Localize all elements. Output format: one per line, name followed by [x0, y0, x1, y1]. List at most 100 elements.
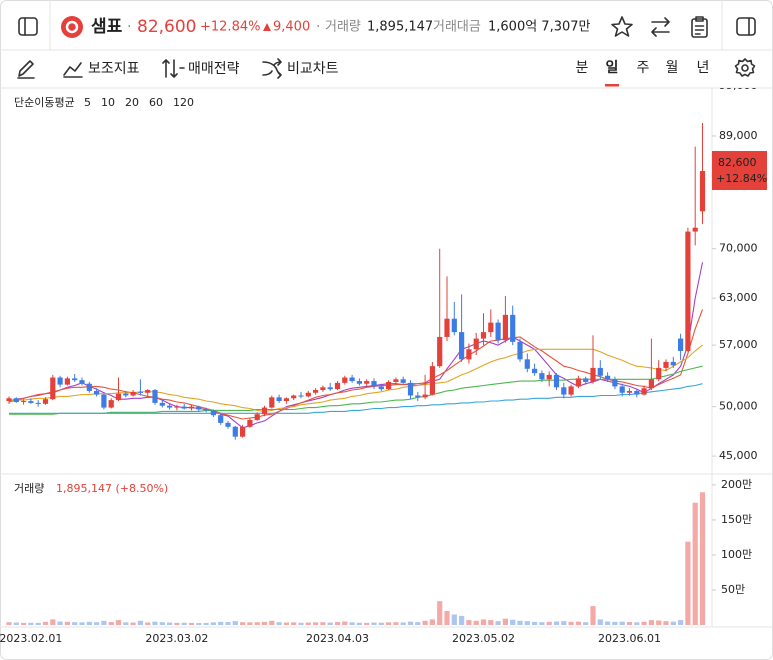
toolbar-item[interactable]: 보조지표: [88, 61, 140, 77]
period-tab[interactable]: 월: [666, 60, 679, 76]
volume-bar: [218, 621, 224, 625]
compare-icon: [262, 58, 282, 79]
candle-body: [546, 374, 552, 380]
volume-label: 거래량: [325, 20, 361, 35]
candle-body: [276, 397, 282, 402]
x-tick-label: 2023.03.02: [145, 632, 208, 645]
candle-body: [196, 406, 202, 410]
volume-bar: [641, 621, 647, 625]
toolbar-item[interactable]: 비교차트: [287, 61, 339, 77]
volume-bar: [663, 621, 669, 625]
candle-body: [232, 426, 238, 437]
volume-bar: [488, 620, 494, 625]
candle-body: [42, 399, 49, 404]
volume-bar: [349, 622, 355, 625]
separator: ·: [127, 19, 131, 35]
candle-body: [247, 419, 253, 427]
candle-body: [670, 361, 676, 366]
candle-body: [597, 367, 603, 376]
volume-bar: [648, 620, 654, 625]
candle-body: [502, 314, 508, 341]
volume-bar: [327, 622, 333, 625]
toolbar-item[interactable]: 매매전략: [188, 61, 240, 77]
settings-button[interactable]: [734, 58, 756, 77]
candle-body: [444, 318, 450, 337]
candle-body: [298, 395, 304, 397]
candle-body: [532, 368, 538, 374]
y2-tick-label: 150만: [721, 513, 752, 526]
volume-bar: [64, 621, 70, 625]
volume-bar: [524, 621, 530, 625]
volume-bar: [356, 622, 362, 625]
volume-bar: [466, 620, 472, 625]
candle-body: [459, 332, 465, 360]
amount: 1,600억 7,307만: [488, 20, 591, 35]
period-tab[interactable]: 분: [576, 60, 589, 76]
volume-bar: [320, 622, 326, 625]
draw-button[interactable]: [17, 60, 35, 79]
memo-button[interactable]: [691, 16, 708, 38]
y-tick-label: 50,000: [719, 400, 758, 413]
swap-button[interactable]: [651, 17, 670, 37]
separator: ·: [316, 19, 320, 35]
x-tick-label: 2023.04.03: [306, 632, 369, 645]
candle-body: [488, 322, 494, 333]
period-tab[interactable]: 주: [637, 60, 650, 76]
volume-bar: [313, 622, 319, 625]
candle-body: [108, 400, 114, 408]
volume-summary: 1,895,147 (+8.50%): [56, 482, 168, 495]
volume-bar: [400, 622, 406, 625]
candle-body: [283, 398, 289, 402]
candle-body: [400, 379, 406, 383]
ma-line: [8, 344, 703, 412]
candle-body: [612, 379, 618, 387]
candle-body: [517, 341, 523, 360]
volume-bar: [188, 622, 195, 625]
volume-bar: [553, 621, 560, 625]
x-tick-label: 2023.05.02: [452, 632, 515, 645]
period-tab[interactable]: 년: [697, 60, 710, 76]
period-underline: [605, 84, 619, 87]
panel-button[interactable]: [736, 17, 756, 36]
volume-bar: [291, 622, 297, 625]
volume-bar: [473, 620, 479, 625]
volume-bar: [79, 622, 85, 625]
candle-body: [349, 377, 355, 382]
candle-body: [648, 379, 654, 389]
candle-body: [451, 318, 457, 333]
price: 82,600: [137, 17, 196, 37]
candle-body: [429, 366, 435, 395]
candle-body: [261, 407, 268, 415]
period-tab[interactable]: 일: [606, 60, 619, 76]
favorite-button[interactable]: [611, 16, 633, 37]
volume-bar: [305, 622, 311, 625]
volume-bar: [261, 621, 268, 625]
candle-body: [685, 231, 691, 351]
candle-body: [240, 426, 246, 437]
y2-tick-label: 50만: [721, 583, 745, 596]
candle-body: [524, 359, 530, 369]
candle-body: [699, 171, 706, 212]
candle-body: [626, 390, 633, 393]
volume-bar: [539, 622, 545, 625]
amount-label: 거래대금: [433, 20, 481, 35]
legend-entry: 20: [125, 96, 139, 109]
volume-bar: [692, 502, 698, 625]
candle-body: [415, 395, 421, 398]
volume-bar: [35, 622, 41, 625]
volume-bar: [225, 622, 231, 625]
candle-body: [130, 391, 136, 396]
volume-bar: [437, 601, 443, 625]
volume-bar: [699, 492, 706, 625]
sidebar-button[interactable]: [18, 17, 38, 36]
volume-bar: [86, 621, 92, 625]
volume-bar: [137, 620, 143, 625]
volume-bar: [393, 622, 399, 625]
volume-bar: [283, 622, 289, 625]
candle-body: [94, 390, 100, 395]
candle-body: [378, 386, 384, 390]
volume-bar: [546, 621, 552, 625]
